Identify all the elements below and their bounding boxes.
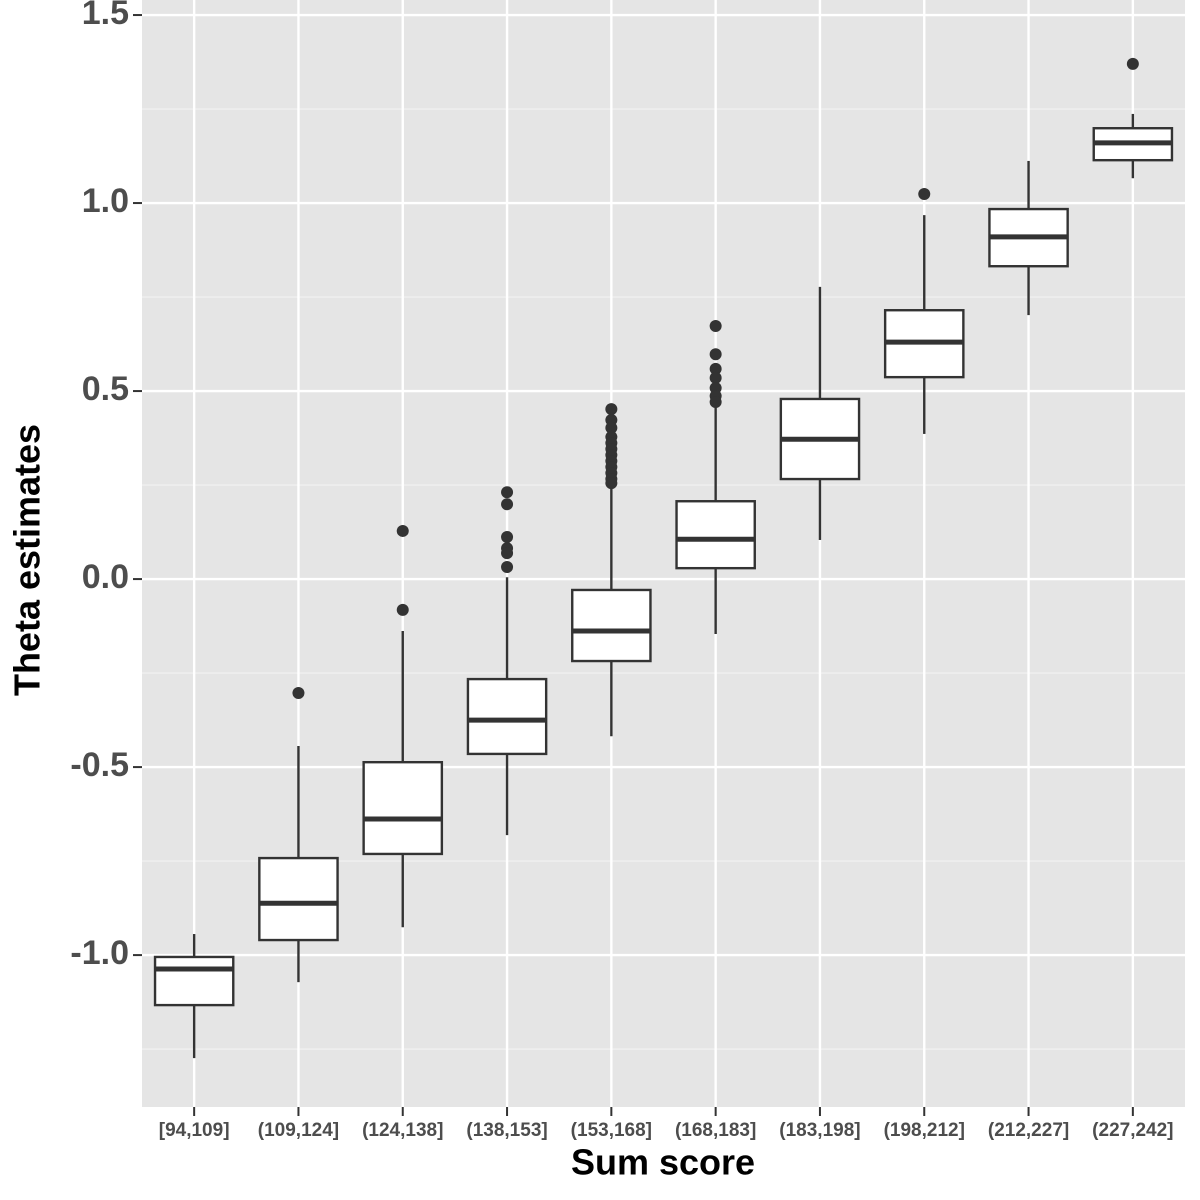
y-tick-label: 0.0 [82, 558, 129, 596]
outlier [709, 395, 722, 408]
outlier [501, 498, 514, 511]
x-tick-label: [94,109] [159, 1120, 230, 1141]
outlier [292, 687, 305, 700]
x-tick-label: (168,183] [675, 1120, 756, 1141]
y-axis-title: Theta estimates [7, 424, 48, 696]
outlier [501, 561, 514, 574]
outlier [396, 524, 409, 537]
box [675, 500, 756, 570]
box [466, 677, 548, 756]
y-tick-label: -1.0 [70, 934, 129, 972]
outlier [501, 486, 514, 499]
outlier [709, 362, 722, 375]
outlier [396, 603, 409, 616]
x-tick-label: (124,138] [362, 1120, 443, 1141]
box [571, 588, 652, 663]
y-tick-label: 1.5 [82, 0, 129, 32]
y-tick-label: 1.0 [82, 182, 129, 220]
x-tick-label: (198,212] [884, 1120, 965, 1141]
box [153, 955, 235, 1007]
outlier [605, 477, 618, 490]
outlier [918, 188, 931, 201]
y-tick-label: 0.5 [82, 370, 129, 408]
outlier [709, 348, 722, 361]
x-tick-label: (212,227] [988, 1120, 1069, 1141]
outlier [605, 421, 618, 434]
x-tick-label: (153,168] [571, 1120, 652, 1141]
outlier [709, 320, 722, 333]
x-tick-label: (227,242] [1092, 1120, 1173, 1141]
outlier [709, 371, 722, 384]
x-tick-label: (138,153] [466, 1120, 547, 1141]
x-tick-label: (183,198] [779, 1120, 860, 1141]
outlier [1126, 57, 1139, 70]
outlier [605, 403, 618, 416]
y-tick-label: -0.5 [70, 746, 129, 784]
box [258, 856, 339, 942]
x-axis-title: Sum score [571, 1142, 755, 1183]
box [362, 760, 444, 856]
outlier [501, 530, 514, 543]
x-tick-label: (109,124] [258, 1120, 339, 1141]
outlier [501, 547, 514, 560]
